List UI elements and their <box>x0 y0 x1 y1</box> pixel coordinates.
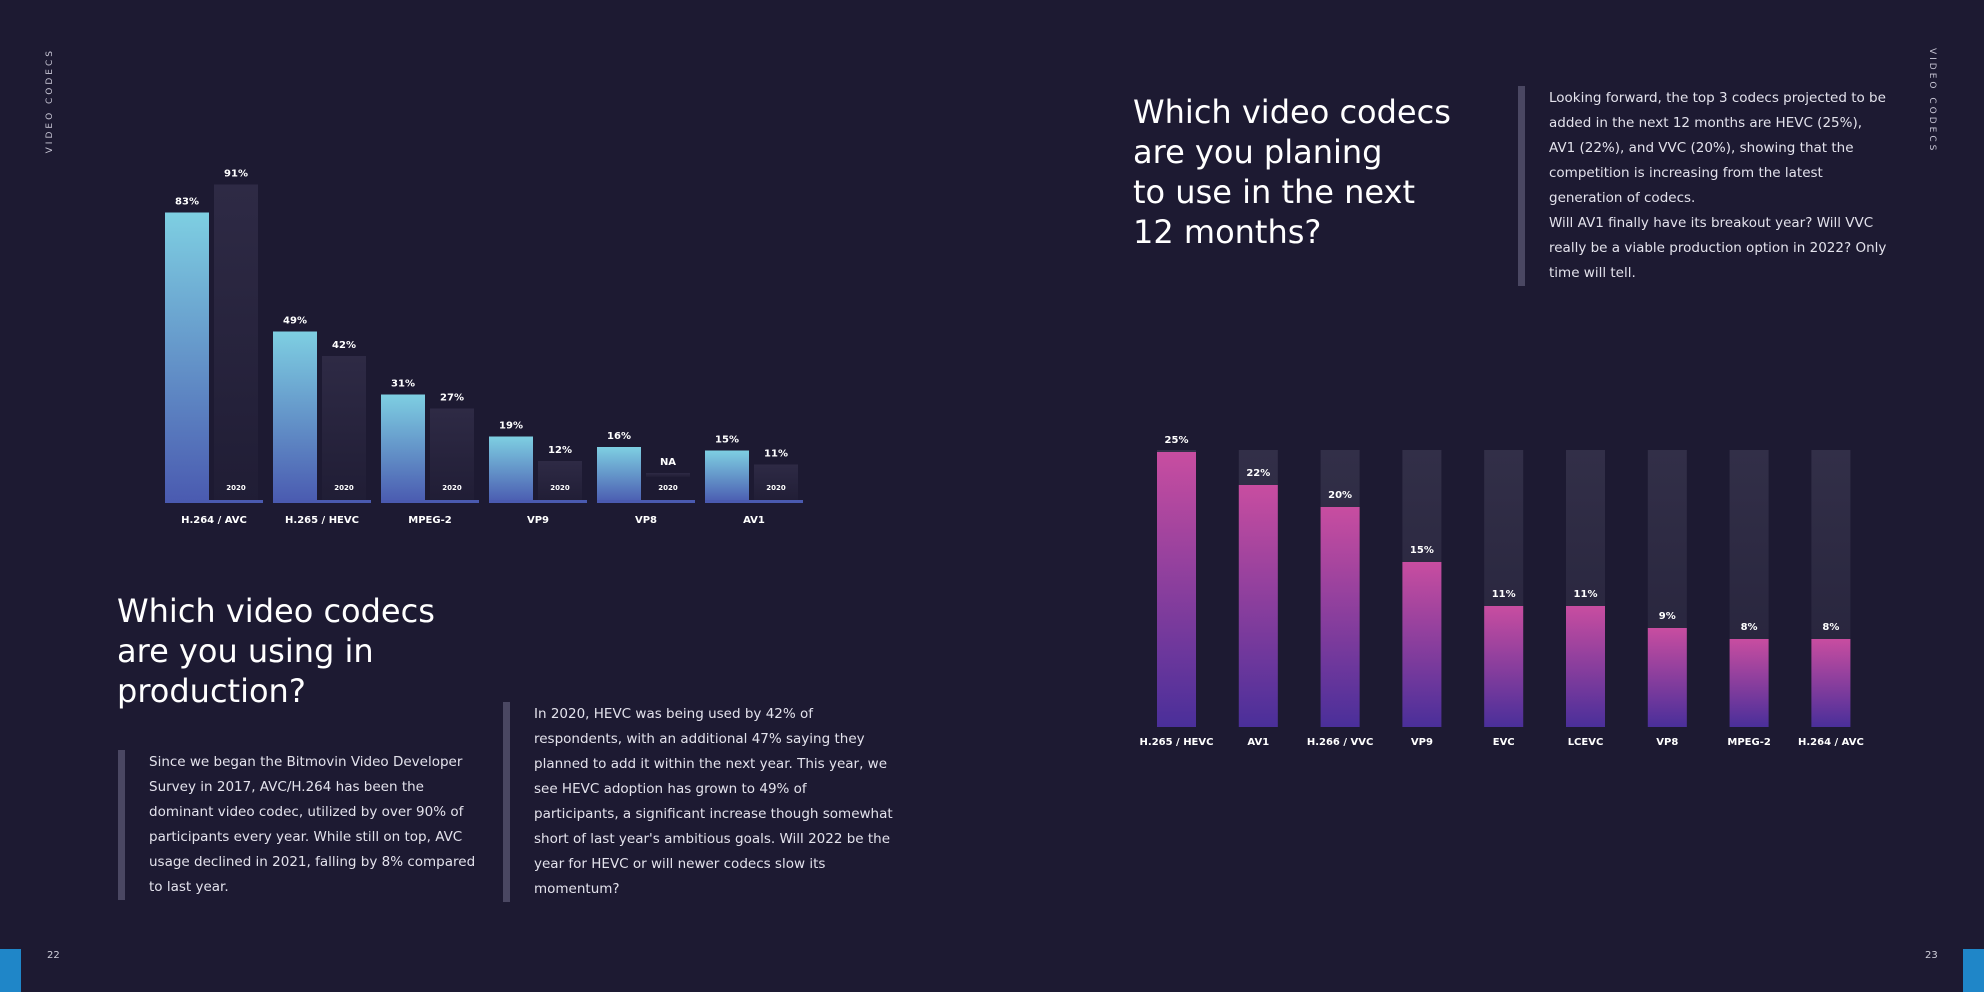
value-label-current: 83% <box>175 197 199 208</box>
year-label: 2020 <box>550 484 570 492</box>
value-label-current: 15% <box>715 435 739 446</box>
bar-current <box>381 394 425 503</box>
bar-planned <box>1647 628 1687 727</box>
value-label-current: 49% <box>283 316 307 327</box>
value-label: 11% <box>1574 589 1598 600</box>
category-label: EVC <box>1493 737 1515 748</box>
hevc-commentary-text: In 2020, HEVC was being used by 42% of r… <box>534 706 893 897</box>
baseline-strip <box>165 500 263 503</box>
year-label: 2020 <box>658 484 678 492</box>
year-label: 2020 <box>766 484 786 492</box>
value-label: 11% <box>1492 589 1516 600</box>
page-tab-left <box>0 949 21 992</box>
value-label-current: 16% <box>607 431 631 442</box>
bar-prior <box>646 473 690 477</box>
value-label-prior: NA <box>660 457 676 468</box>
baseline-strip <box>705 500 803 503</box>
value-label: 8% <box>1822 622 1839 633</box>
outlook-commentary: Looking forward, the top 3 codecs projec… <box>1518 86 1889 286</box>
category-label: MPEG-2 <box>408 515 451 526</box>
value-label-prior: 91% <box>224 169 248 180</box>
bar-prior <box>538 461 582 503</box>
page-tab-right <box>1963 949 1984 992</box>
category-label: VP8 <box>635 515 657 526</box>
bar-current <box>597 447 641 503</box>
page-number-left: 22 <box>47 950 60 961</box>
year-label: 2020 <box>442 484 462 492</box>
bar-prior <box>322 356 366 503</box>
current-usage-chart: 83% 91% 2020 H.264 / AVC 49% 42% 2020 H.265 / H… <box>165 169 803 526</box>
hevc-commentary: In 2020, HEVC was being used by 42% of r… <box>503 702 894 902</box>
value-label: 22% <box>1246 468 1270 479</box>
bar-current <box>705 450 749 503</box>
value-label-prior: 11% <box>764 449 788 460</box>
avc-commentary-text: Since we began the Bitmovin Video Develo… <box>149 754 476 895</box>
category-label: VP9 <box>1411 737 1433 748</box>
value-label: 8% <box>1741 622 1758 633</box>
value-label: 25% <box>1165 435 1189 446</box>
bar-planned <box>1157 452 1196 727</box>
baseline-strip <box>381 500 479 503</box>
value-label: 15% <box>1410 545 1434 556</box>
bar-planned <box>1566 606 1605 727</box>
bar-prior <box>214 184 258 503</box>
baseline-strip <box>597 500 695 503</box>
bar-planned <box>1729 639 1769 727</box>
bar-planned <box>1320 507 1360 727</box>
value-label-current: 31% <box>391 379 415 390</box>
bar-planned <box>1811 639 1851 727</box>
category-label: VP9 <box>527 515 549 526</box>
baseline-strip <box>489 500 587 503</box>
value-label-prior: 27% <box>440 393 464 404</box>
current-usage-heading: Which video codecs are you using in prod… <box>117 592 435 710</box>
bar-prior <box>754 464 798 503</box>
value-label-prior: 12% <box>548 445 572 456</box>
category-label: H.264 / AVC <box>181 515 247 526</box>
category-label: H.265 / HEVC <box>285 515 359 526</box>
bar-prior <box>430 408 474 503</box>
value-label: 20% <box>1328 490 1352 501</box>
bar-planned <box>1402 562 1442 727</box>
section-side-label-right: VIDEO CODECS <box>1927 48 1937 154</box>
year-label: 2020 <box>226 484 246 492</box>
category-label: AV1 <box>1247 737 1269 748</box>
category-label: LCEVC <box>1568 737 1604 748</box>
planned-usage-chart: 25% H.265 / HEVC 22% AV1 20% H.266 / VVC 15% VP… <box>1140 435 1864 748</box>
category-label: H.266 / VVC <box>1307 737 1373 748</box>
category-label: H.265 / HEVC <box>1140 737 1214 748</box>
bar-current <box>165 212 209 503</box>
year-label: 2020 <box>334 484 354 492</box>
category-label: VP8 <box>1656 737 1678 748</box>
category-label: AV1 <box>743 515 765 526</box>
bar-current <box>489 436 533 503</box>
bar-planned <box>1484 606 1524 727</box>
baseline-strip <box>273 500 371 503</box>
category-label: H.264 / AVC <box>1798 737 1864 748</box>
value-label-current: 19% <box>499 421 523 432</box>
outlook-commentary-text: Looking forward, the top 3 codecs projec… <box>1549 90 1887 281</box>
avc-commentary: Since we began the Bitmovin Video Develo… <box>118 750 489 900</box>
bar-planned <box>1238 485 1278 727</box>
value-label: 9% <box>1659 611 1676 622</box>
page-number-right: 23 <box>1925 950 1938 961</box>
planned-usage-heading: Which video codecs are you planing to us… <box>1133 93 1451 251</box>
category-label: MPEG-2 <box>1727 737 1770 748</box>
value-label-prior: 42% <box>332 340 356 351</box>
bar-current <box>273 331 317 503</box>
